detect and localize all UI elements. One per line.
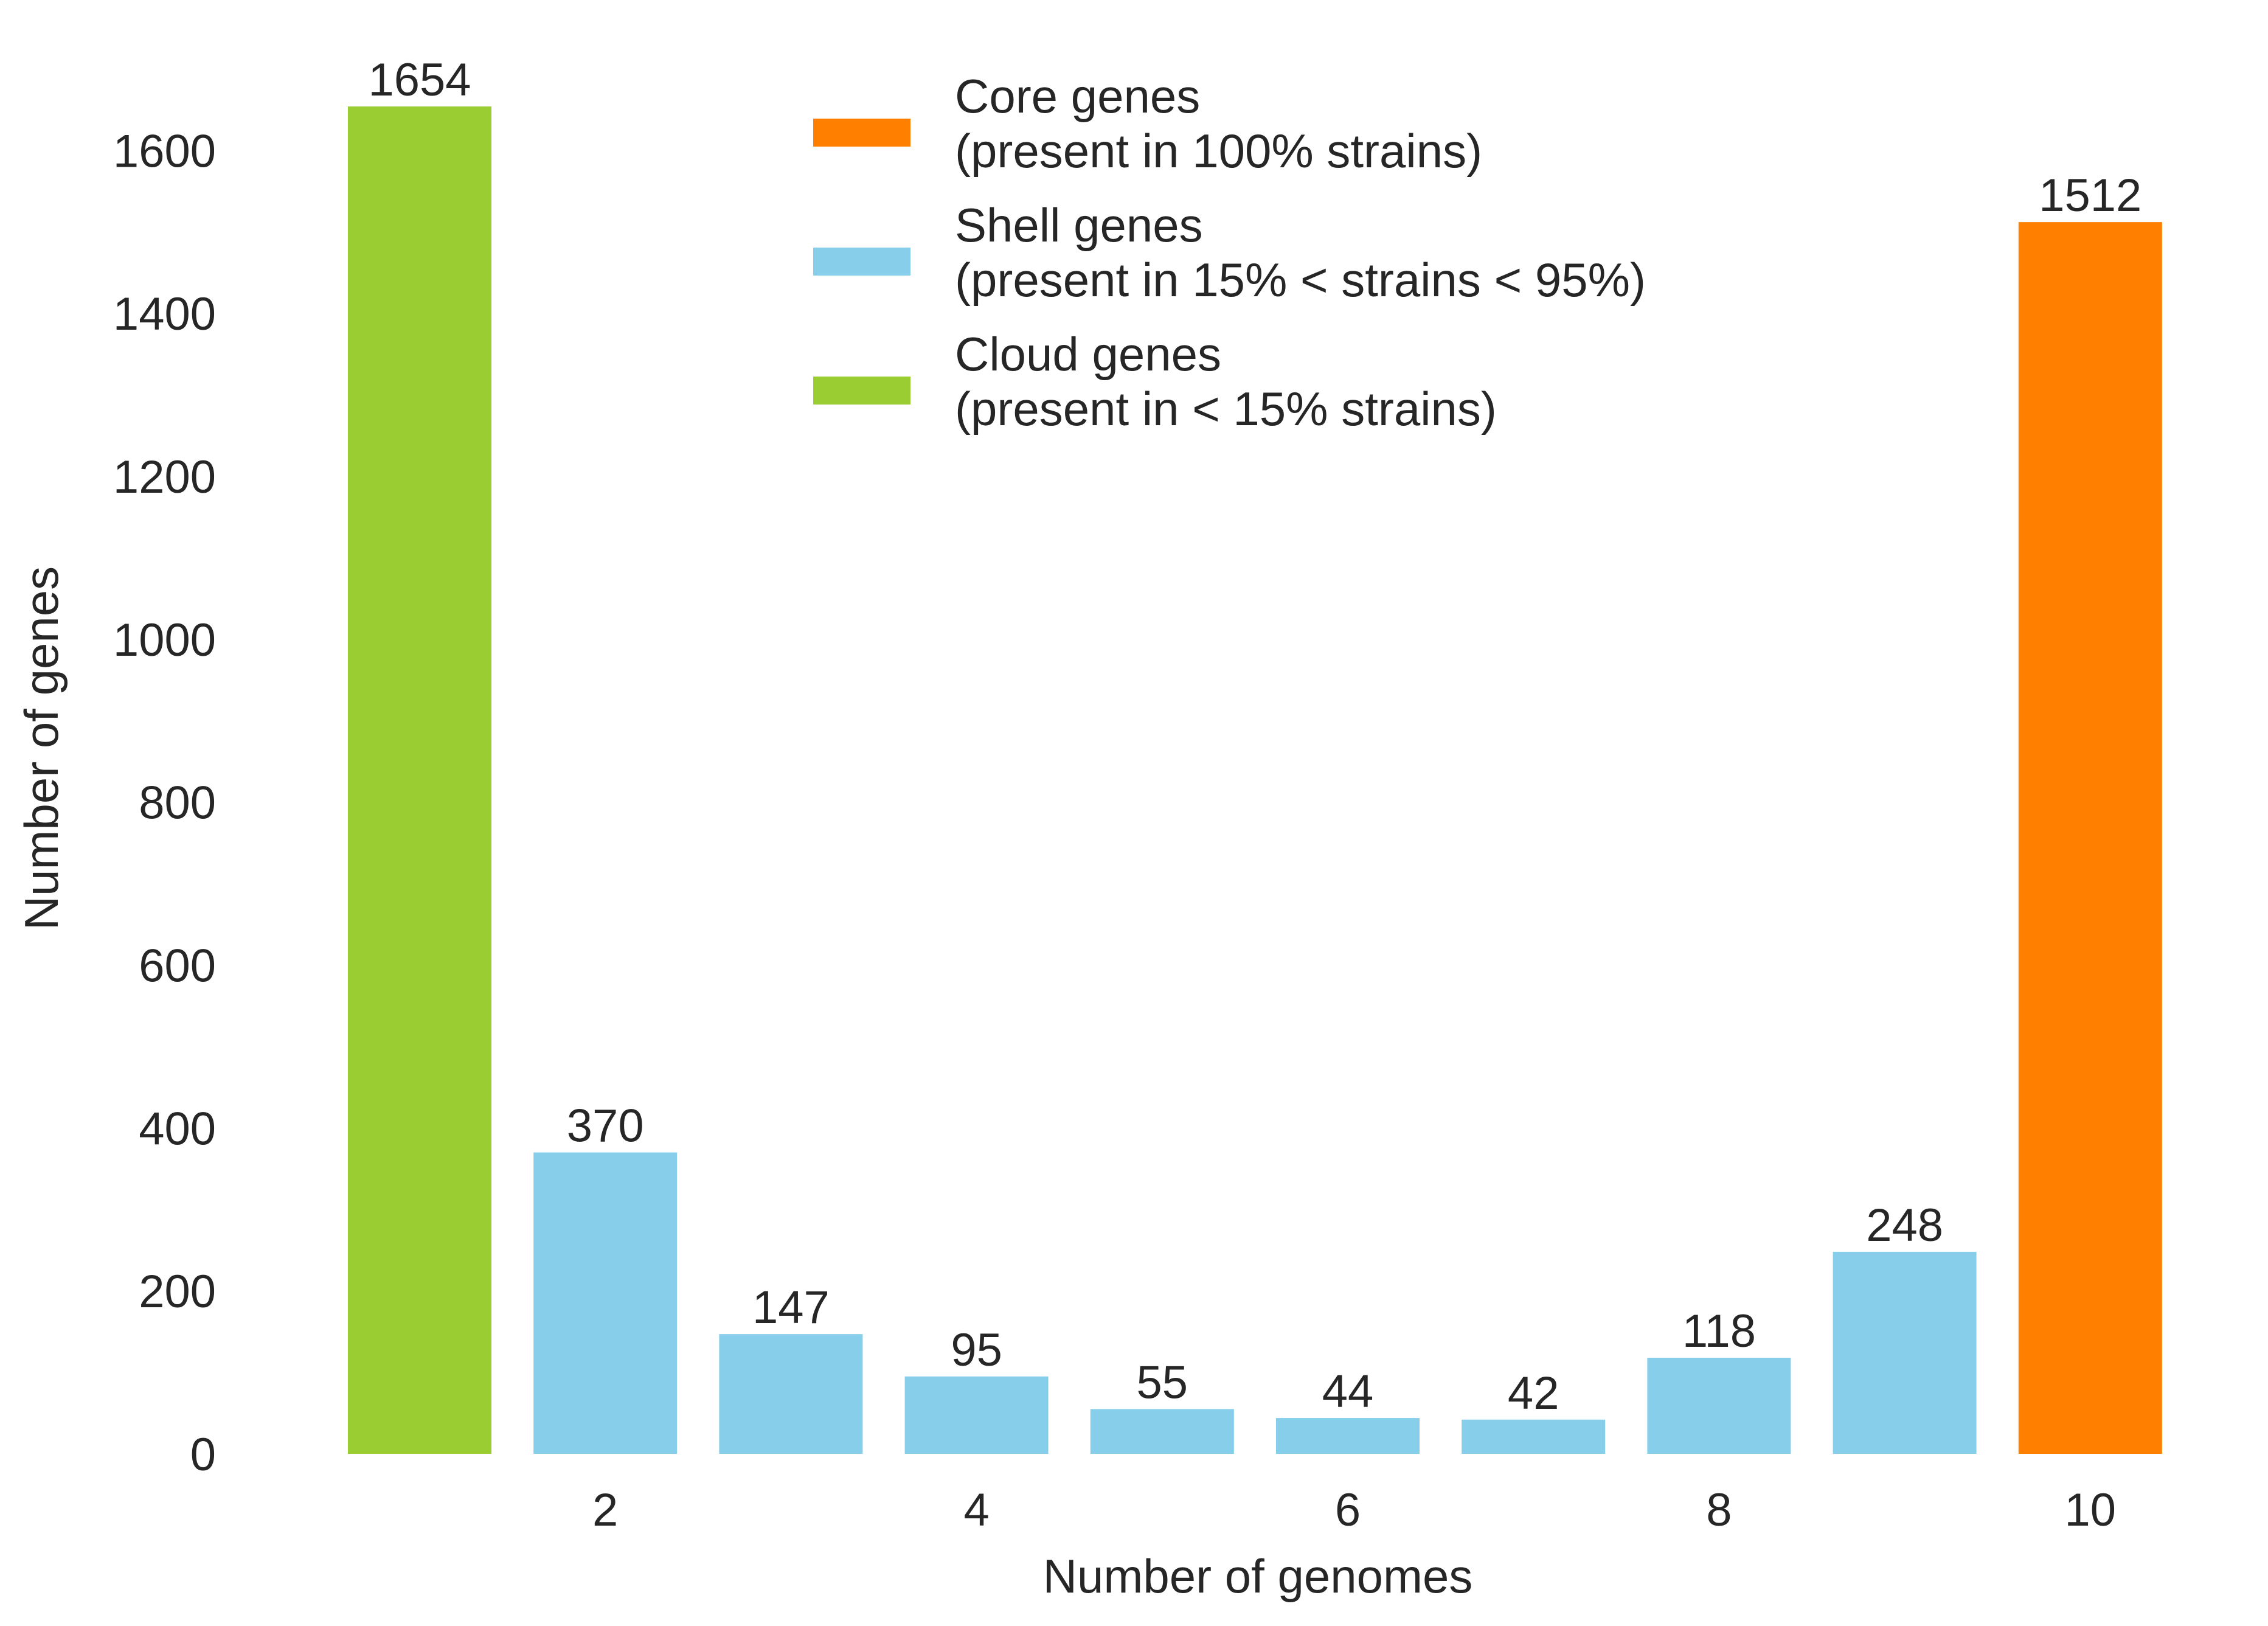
y-axis-label: Number of genes: [15, 566, 68, 930]
bar-3: [719, 1334, 863, 1454]
y-tick-label: 1400: [113, 288, 216, 340]
x-tick-label: 6: [1335, 1484, 1361, 1536]
bar-value-label: 370: [567, 1100, 644, 1152]
y-tick-label: 400: [139, 1103, 216, 1155]
bar-labels-group: 1654 370 147 95 55 44 42 118 248 1512: [368, 54, 2141, 1419]
x-tick-label: 8: [1706, 1484, 1732, 1536]
x-tick-label: 4: [963, 1484, 989, 1536]
bar-value-label: 118: [1682, 1305, 1756, 1357]
legend-label-cloud: Cloud genes: [955, 327, 1221, 381]
bar-2: [533, 1152, 678, 1454]
y-tick-label: 0: [190, 1429, 216, 1481]
bar-value-label: 44: [1322, 1366, 1374, 1417]
x-tick-label: 10: [2065, 1484, 2117, 1536]
legend-sublabel-core: (present in 100% strains): [955, 124, 1482, 178]
bar-8: [1647, 1357, 1791, 1454]
y-tick-label: 1200: [113, 451, 216, 503]
y-axis-ticks: 0 200 400 600 800 1000 1200 1400 1600: [113, 125, 216, 1481]
legend-label-shell: Shell genes: [955, 198, 1203, 252]
y-tick-label: 800: [139, 777, 216, 829]
x-axis-label: Number of genomes: [1043, 1549, 1473, 1603]
legend-swatch-core: [813, 119, 910, 147]
bar-value-label: 147: [752, 1282, 830, 1333]
bar-value-label: 42: [1508, 1367, 1559, 1419]
bar-7: [1462, 1419, 1606, 1454]
bar-value-label: 1512: [2039, 170, 2141, 221]
y-tick-label: 200: [139, 1266, 216, 1318]
legend-swatch-shell: [813, 248, 910, 276]
y-tick-label: 600: [139, 940, 216, 992]
legend-sublabel-shell: (present in 15% < strains < 95%): [955, 253, 1646, 307]
bar-value-label: 248: [1866, 1200, 1943, 1251]
bar-value-label: 55: [1137, 1357, 1188, 1408]
bar-1: [348, 106, 491, 1454]
bar-5: [1090, 1409, 1234, 1454]
legend-swatch-cloud: [813, 377, 910, 405]
y-tick-label: 1600: [113, 125, 216, 177]
legend-label-core: Core genes: [955, 69, 1200, 123]
bar-9: [1833, 1251, 1977, 1454]
legend-sublabel-cloud: (present in < 15% strains): [955, 382, 1497, 436]
x-axis-ticks: 2 4 6 8 10: [592, 1484, 2116, 1536]
bars-group: [348, 106, 2162, 1454]
bar-value-label: 95: [951, 1324, 1002, 1376]
x-tick-label: 2: [592, 1484, 618, 1536]
legend: Core genes(present in 100% strains) Shell…: [813, 69, 1646, 436]
bar-10: [2018, 222, 2162, 1454]
bar-4: [904, 1376, 1049, 1454]
y-tick-label: 1000: [113, 614, 216, 666]
bar-6: [1276, 1418, 1420, 1454]
bar-value-label: 1654: [368, 54, 471, 106]
